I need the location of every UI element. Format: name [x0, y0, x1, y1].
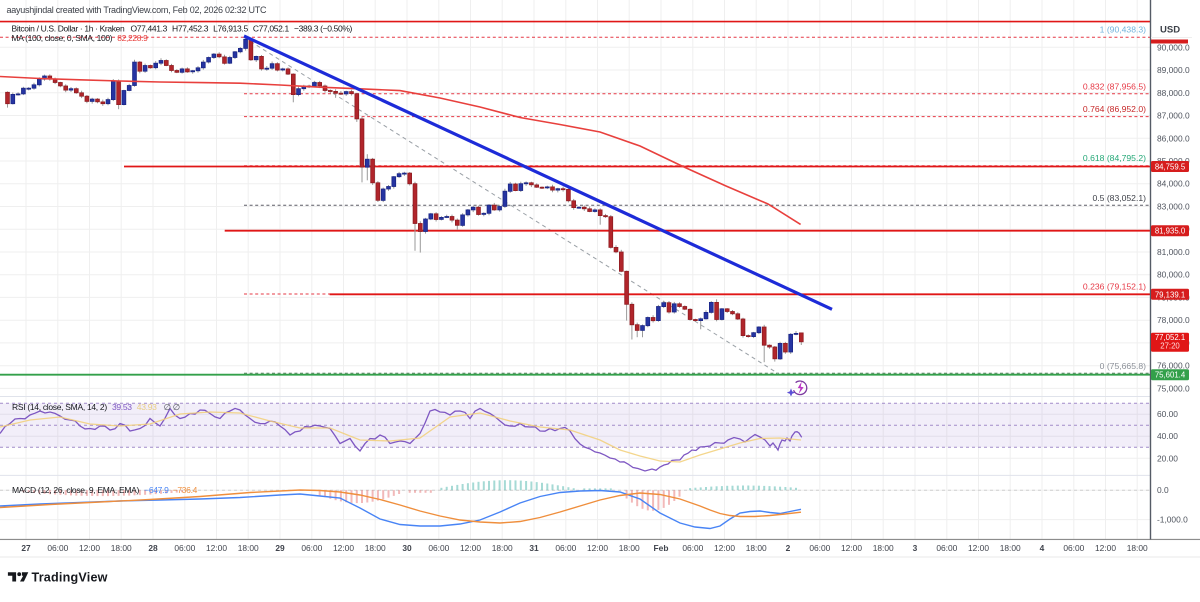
svg-text:0 (75,665.8): 0 (75,665.8) — [1100, 361, 1146, 371]
svg-text:1 (90,438.3): 1 (90,438.3) — [1100, 24, 1146, 34]
svg-text:MA (100, close, 0, SMA, 100) 8: MA (100, close, 0, SMA, 100) 82,228.9 — [12, 33, 149, 43]
svg-text:12:00: 12:00 — [714, 543, 735, 553]
svg-text:USD: USD — [1160, 25, 1180, 36]
svg-text:86,000.0: 86,000.0 — [1157, 133, 1190, 143]
svg-text:12:00: 12:00 — [587, 543, 608, 553]
svg-text:06:00: 06:00 — [682, 543, 703, 553]
svg-text:89,000.0: 89,000.0 — [1157, 65, 1190, 75]
svg-text:MACD (12, 26, close, 9, EMA, E: MACD (12, 26, close, 9, EMA, EMA) −647.9… — [12, 485, 198, 495]
svg-text:Bitcoin / U.S. Dollar · 1h · K: Bitcoin / U.S. Dollar · 1h · Kraken O77,… — [12, 24, 353, 34]
svg-text:80,000.0: 80,000.0 — [1157, 270, 1190, 280]
svg-text:12:00: 12:00 — [333, 543, 354, 553]
svg-text:0.764 (86,952.0): 0.764 (86,952.0) — [1083, 104, 1146, 114]
svg-text:06:00: 06:00 — [1063, 543, 1084, 553]
svg-text:18:00: 18:00 — [365, 543, 386, 553]
svg-text:18:00: 18:00 — [873, 543, 894, 553]
svg-text:RSI (14, close, SMA, 14, 2) 39: RSI (14, close, SMA, 14, 2) 39.53 43.93 ∅… — [12, 402, 181, 412]
svg-text:06:00: 06:00 — [301, 543, 322, 553]
svg-text:18:00: 18:00 — [111, 543, 132, 553]
svg-text:84,000.0: 84,000.0 — [1157, 179, 1190, 189]
svg-text:31: 31 — [529, 543, 539, 553]
svg-text:84,759.5: 84,759.5 — [1155, 163, 1186, 172]
svg-text:88,000.0: 88,000.0 — [1157, 88, 1190, 98]
svg-text:4: 4 — [1040, 543, 1045, 553]
svg-text:18:00: 18:00 — [1000, 543, 1021, 553]
svg-text:06:00: 06:00 — [47, 543, 68, 553]
svg-text:81,935.0: 81,935.0 — [1155, 227, 1186, 236]
svg-text:18:00: 18:00 — [1127, 543, 1148, 553]
svg-text:60.00: 60.00 — [1157, 409, 1178, 419]
svg-text:12:00: 12:00 — [1095, 543, 1116, 553]
svg-text:29: 29 — [275, 543, 285, 553]
svg-text:28: 28 — [148, 543, 158, 553]
svg-text:06:00: 06:00 — [174, 543, 195, 553]
svg-text:06:00: 06:00 — [936, 543, 957, 553]
svg-text:90,000.0: 90,000.0 — [1157, 42, 1190, 52]
svg-text:06:00: 06:00 — [428, 543, 449, 553]
svg-text:77,052.1: 77,052.1 — [1155, 333, 1185, 342]
svg-text:2: 2 — [786, 543, 791, 553]
svg-text:81,000.0: 81,000.0 — [1157, 247, 1190, 257]
svg-text:18:00: 18:00 — [238, 543, 259, 553]
svg-text:18:00: 18:00 — [619, 543, 640, 553]
svg-text:78,000.0: 78,000.0 — [1157, 315, 1190, 325]
svg-text:75,601.4: 75,601.4 — [1155, 371, 1186, 380]
svg-text:12:00: 12:00 — [460, 543, 481, 553]
svg-text:30: 30 — [402, 543, 412, 553]
svg-text:40.00: 40.00 — [1157, 431, 1178, 441]
svg-text:Feb: Feb — [654, 543, 669, 553]
svg-text:18:00: 18:00 — [746, 543, 767, 553]
svg-text:06:00: 06:00 — [809, 543, 830, 553]
svg-text:76,000.0: 76,000.0 — [1157, 361, 1190, 371]
svg-text:27: 27 — [21, 543, 31, 553]
svg-text:12:00: 12:00 — [968, 543, 989, 553]
svg-text:12:00: 12:00 — [206, 543, 227, 553]
svg-text:18:00: 18:00 — [492, 543, 513, 553]
svg-text:aayushjindal created with Trad: aayushjindal created with TradingView.co… — [7, 5, 267, 15]
svg-text:0.832 (87,956.5): 0.832 (87,956.5) — [1083, 81, 1146, 91]
svg-text:83,000.0: 83,000.0 — [1157, 202, 1190, 212]
svg-text:87,000.0: 87,000.0 — [1157, 111, 1190, 121]
svg-text:0.0: 0.0 — [1157, 485, 1169, 495]
svg-text:0.236 (79,152.1): 0.236 (79,152.1) — [1083, 282, 1146, 292]
svg-text:06:00: 06:00 — [555, 543, 576, 553]
svg-text:TradingView: TradingView — [32, 571, 108, 585]
svg-text:0.618 (84,795.2): 0.618 (84,795.2) — [1083, 153, 1146, 163]
svg-text:79,139.1: 79,139.1 — [1155, 290, 1185, 299]
svg-text:12:00: 12:00 — [79, 543, 100, 553]
svg-text:0.5 (83,052.1): 0.5 (83,052.1) — [1092, 193, 1146, 203]
svg-text:27:20: 27:20 — [1160, 342, 1180, 351]
svg-text:-1,000.0: -1,000.0 — [1157, 515, 1188, 525]
svg-text:75,000.0: 75,000.0 — [1157, 383, 1190, 393]
svg-text:12:00: 12:00 — [841, 543, 862, 553]
svg-text:3: 3 — [913, 543, 918, 553]
svg-text:20.00: 20.00 — [1157, 453, 1178, 463]
